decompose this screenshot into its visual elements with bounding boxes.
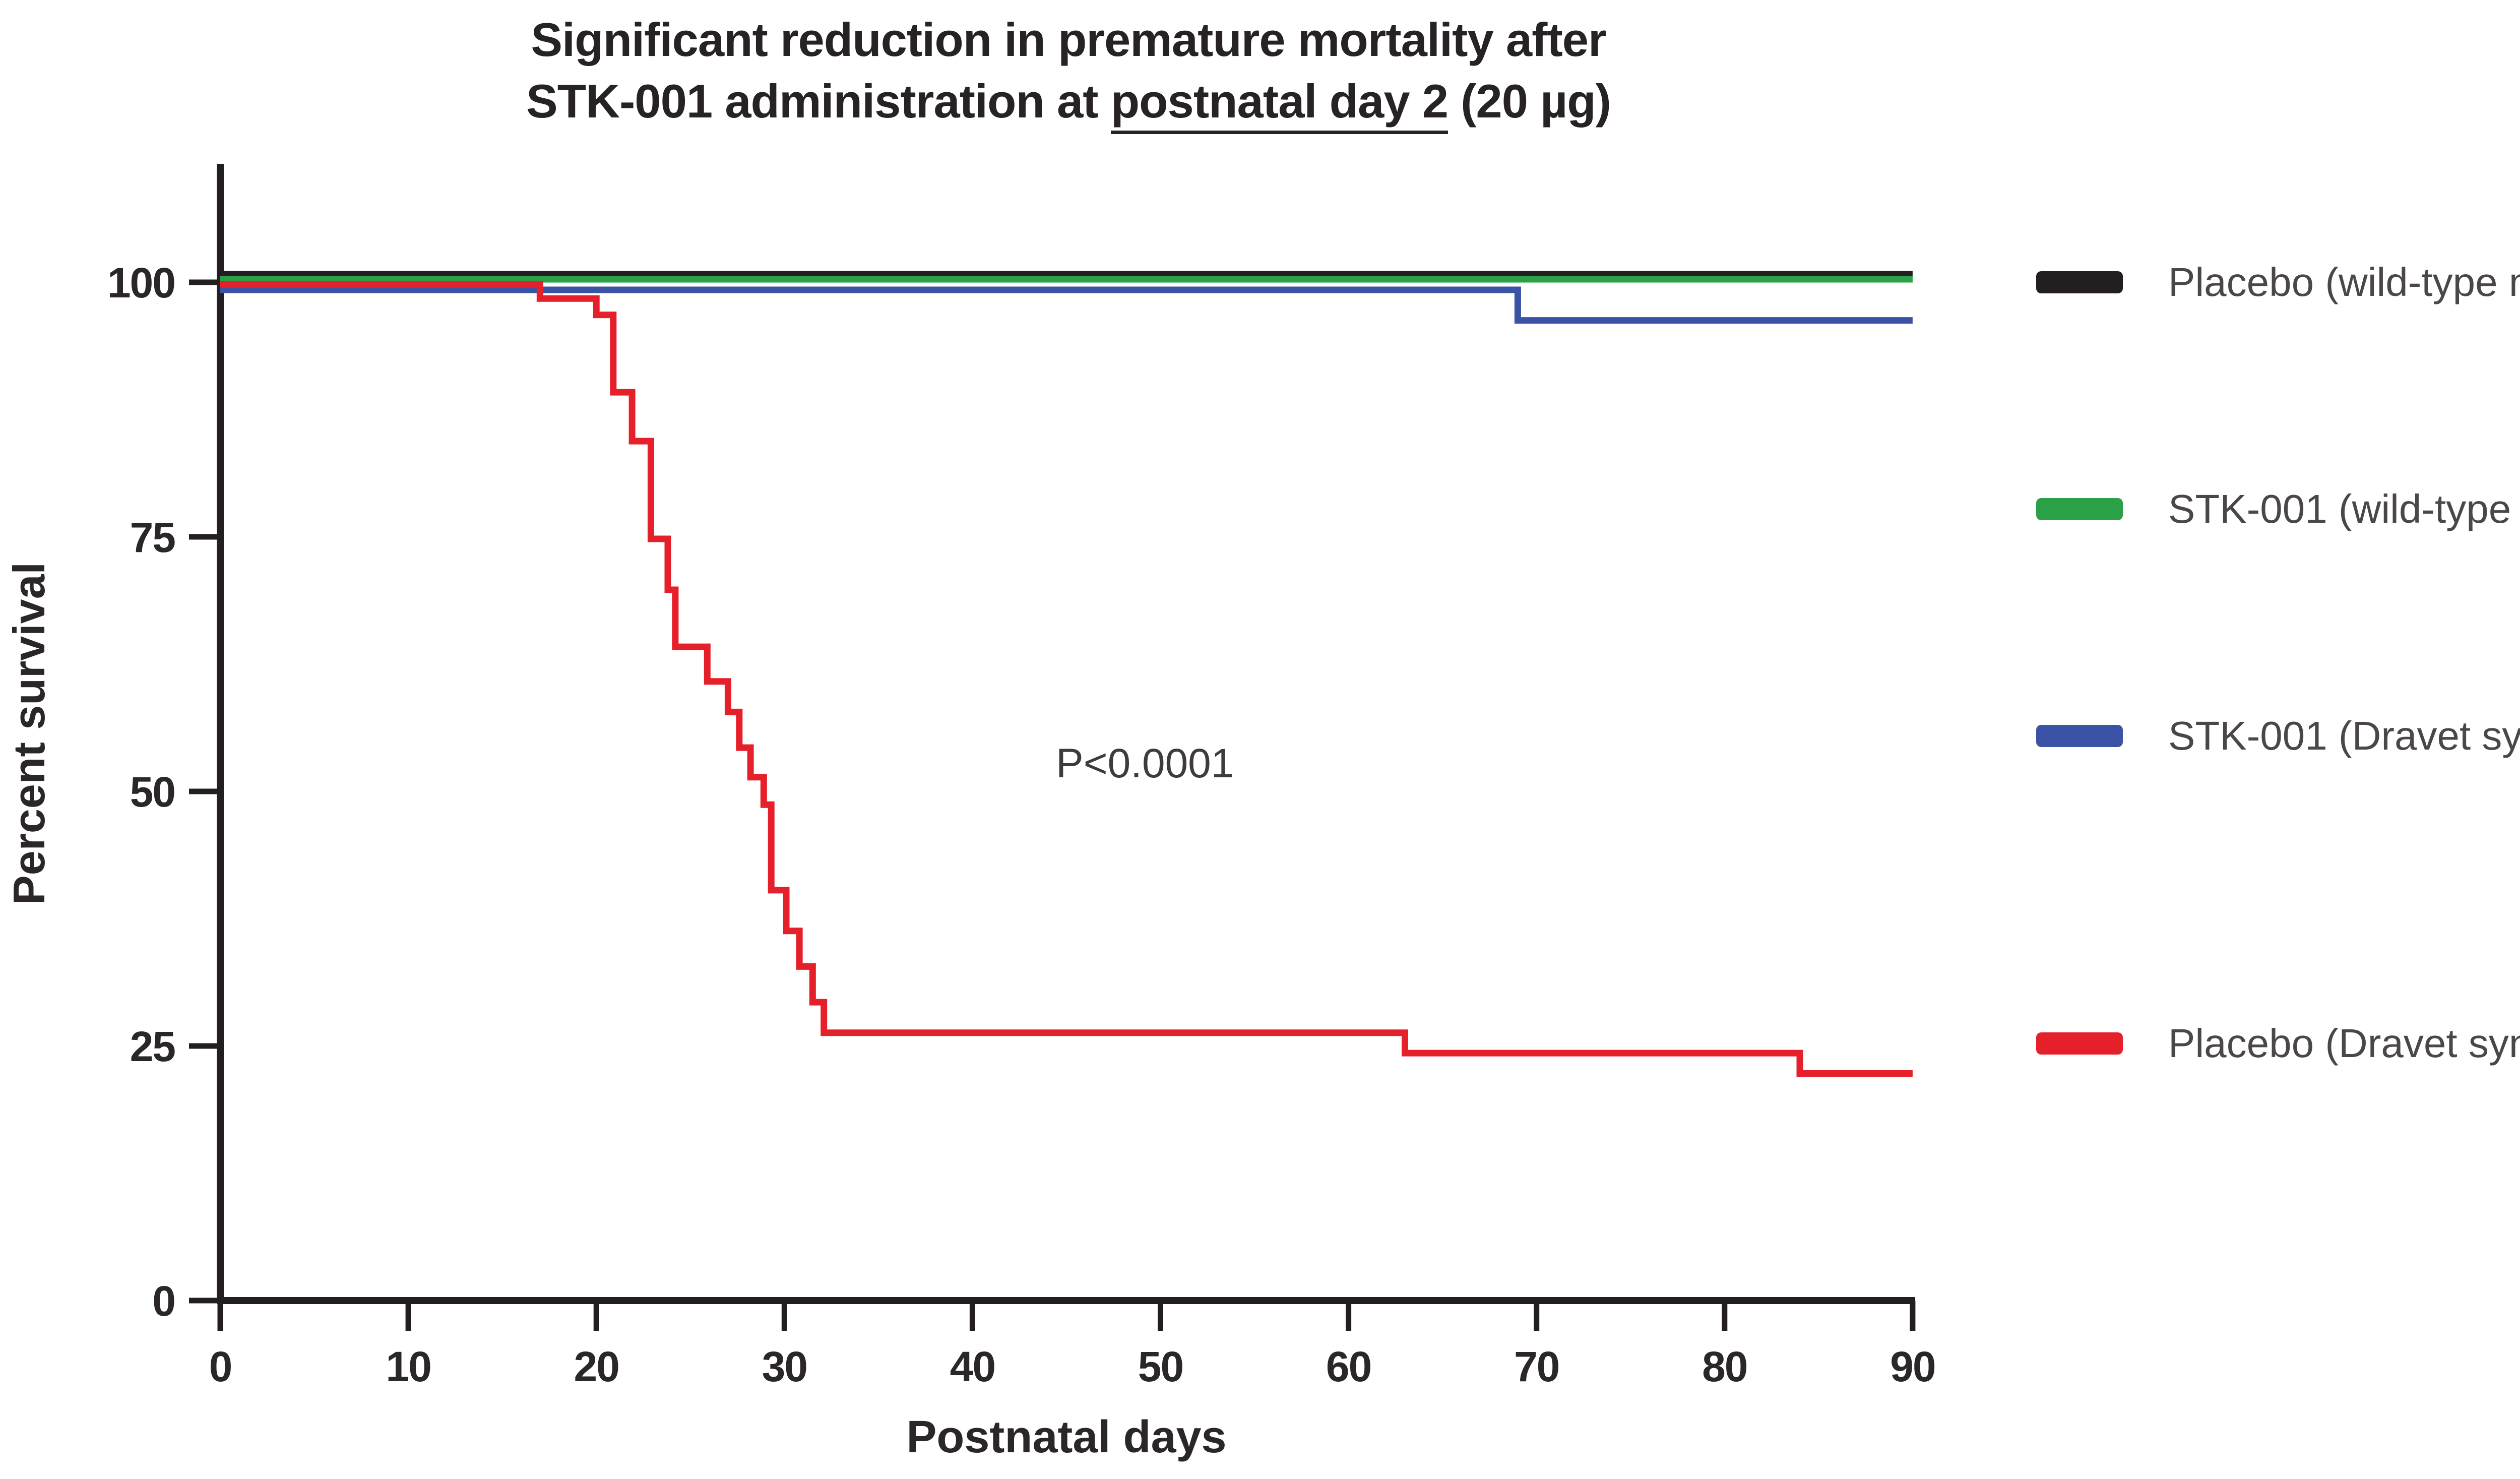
legend-item-stk001-wild-type: STK-001 (wild-type mice) [2036,479,2520,539]
legend-swatch-green [2036,498,2123,520]
x-axis-tick-label: 50 [1138,1343,1183,1390]
legend-swatch-blue [2036,725,2123,747]
chart-title-line2: STK-001 administration at postnatal day … [428,71,1709,134]
chart-title: Significant reduction in premature morta… [428,9,1709,134]
x-axis-tick-label: 80 [1702,1343,1747,1390]
legend-label: STK-001 (Dravet syndrome mice) [2168,713,2520,758]
legend-label: Placebo (wild-type mice) [2168,260,2520,304]
x-axis-tick-label: 30 [762,1343,807,1390]
chart-title-line1: Significant reduction in premature morta… [531,13,1606,66]
legend-item-placebo-wild-type: Placebo (wild-type mice) [2036,252,2520,313]
legend-item-placebo-dravet: Placebo (Dravet syndrome mice) [2036,1013,2520,1074]
legend-label: STK-001 (wild-type mice) [2168,486,2520,531]
x-axis-tick-label: 10 [386,1343,430,1390]
legend: Placebo (wild-type mice) STK-001 (wild-t… [2036,0,2520,1479]
y-axis-tick-label: 75 [130,514,175,561]
y-axis-tick-label: 0 [152,1277,175,1325]
legend-label: Placebo (Dravet syndrome mice) [2168,1021,2520,1066]
x-axis-tick-label: 90 [1890,1343,1935,1390]
x-axis-tick-label: 70 [1514,1343,1559,1390]
survival-curve-placebo-dravet-syndrome-mice [220,281,1913,1077]
y-axis-tick-label: 25 [130,1023,175,1070]
x-axis-tick-label: 60 [1326,1343,1371,1390]
y-axis-title: Percent survival [4,562,54,905]
legend-swatch-black [2036,271,2123,293]
chart-title-underlined-phrase: postnatal day 2 [1110,75,1448,134]
legend-item-stk001-dravet: STK-001 (Dravet syndrome mice) [2036,706,2520,766]
y-axis-tick-label: 50 [130,768,175,816]
x-axis-title: Postnatal days [906,1412,1227,1462]
survival-curve-stk-001-dravet-syndrome-mice [220,286,1913,324]
x-axis-tick-label: 0 [209,1343,232,1390]
y-axis-tick-label: 100 [107,259,175,306]
x-axis-tick-label: 40 [950,1343,995,1390]
p-value-annotation: P<0.0001 [1056,741,1234,786]
legend-swatch-red [2036,1032,2123,1055]
x-axis-tick-label: 20 [574,1343,618,1390]
